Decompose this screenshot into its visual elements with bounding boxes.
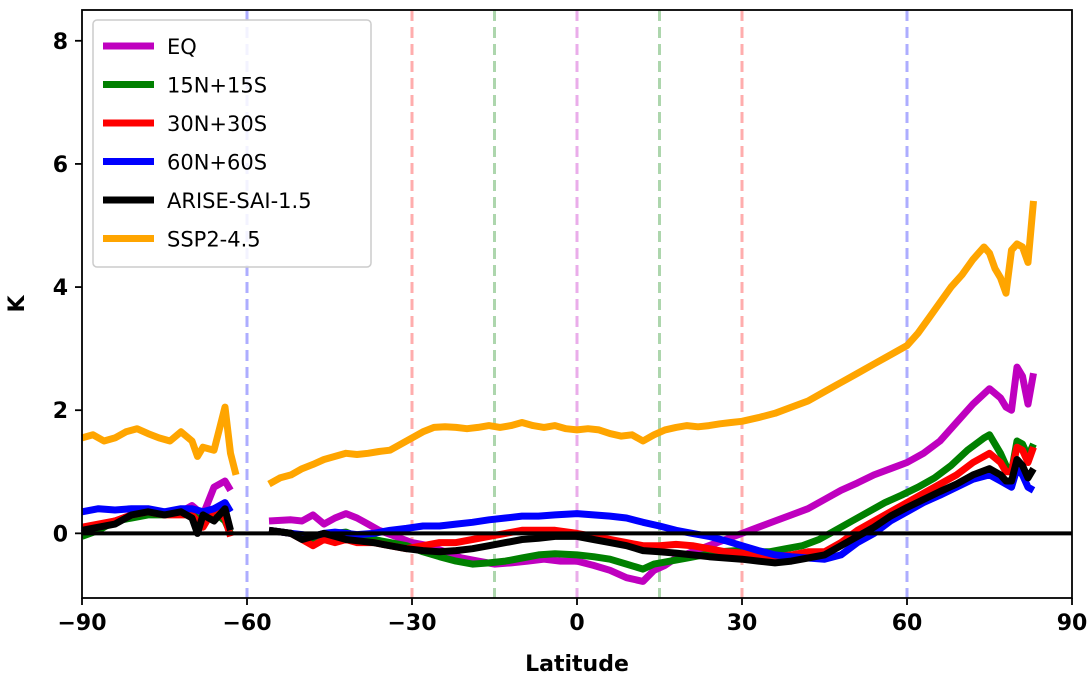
legend-label: ARISE-SAI-1.5 bbox=[167, 189, 312, 213]
y-tick-label: 2 bbox=[53, 399, 68, 424]
x-tick-label: 60 bbox=[892, 611, 923, 636]
plot-area bbox=[80, 10, 1072, 598]
series-line bbox=[268, 456, 1037, 567]
reference-vertical-lines bbox=[245, 10, 909, 598]
series-line bbox=[267, 200, 1037, 488]
legend-label: SSP2-4.5 bbox=[167, 228, 261, 252]
legend-label: EQ bbox=[167, 35, 197, 59]
legend-label: 30N+30S bbox=[167, 112, 267, 136]
x-tick-label: −60 bbox=[222, 611, 271, 636]
y-axis-label: K bbox=[5, 295, 30, 313]
x-tick-label: 30 bbox=[727, 611, 758, 636]
legend: EQ 15N+15S 30N+30S 60N+60S ARISE-SAI-1.5 SSP2… bbox=[92, 19, 372, 268]
y-tick-label: 4 bbox=[53, 276, 68, 301]
x-tick-label: −30 bbox=[387, 611, 436, 636]
legend-box bbox=[92, 19, 372, 268]
x-tick-label: −90 bbox=[57, 611, 106, 636]
series-line bbox=[81, 403, 240, 476]
series-lines bbox=[80, 200, 1037, 585]
series-line bbox=[81, 505, 234, 537]
legend-label: 60N+60S bbox=[167, 151, 267, 175]
x-axis-label: Latitude bbox=[525, 652, 629, 677]
x-tick-label: 90 bbox=[1057, 611, 1088, 636]
y-tick-label: 6 bbox=[53, 153, 68, 178]
y-axis: 0 2 4 6 8 bbox=[53, 30, 82, 547]
y-tick-label: 8 bbox=[53, 30, 68, 55]
y-tick-label: 0 bbox=[53, 522, 68, 547]
x-tick-label: 0 bbox=[569, 611, 584, 636]
legend-label: 15N+15S bbox=[167, 74, 267, 98]
x-axis: −90 −60 −30 0 30 60 90 bbox=[57, 598, 1087, 636]
